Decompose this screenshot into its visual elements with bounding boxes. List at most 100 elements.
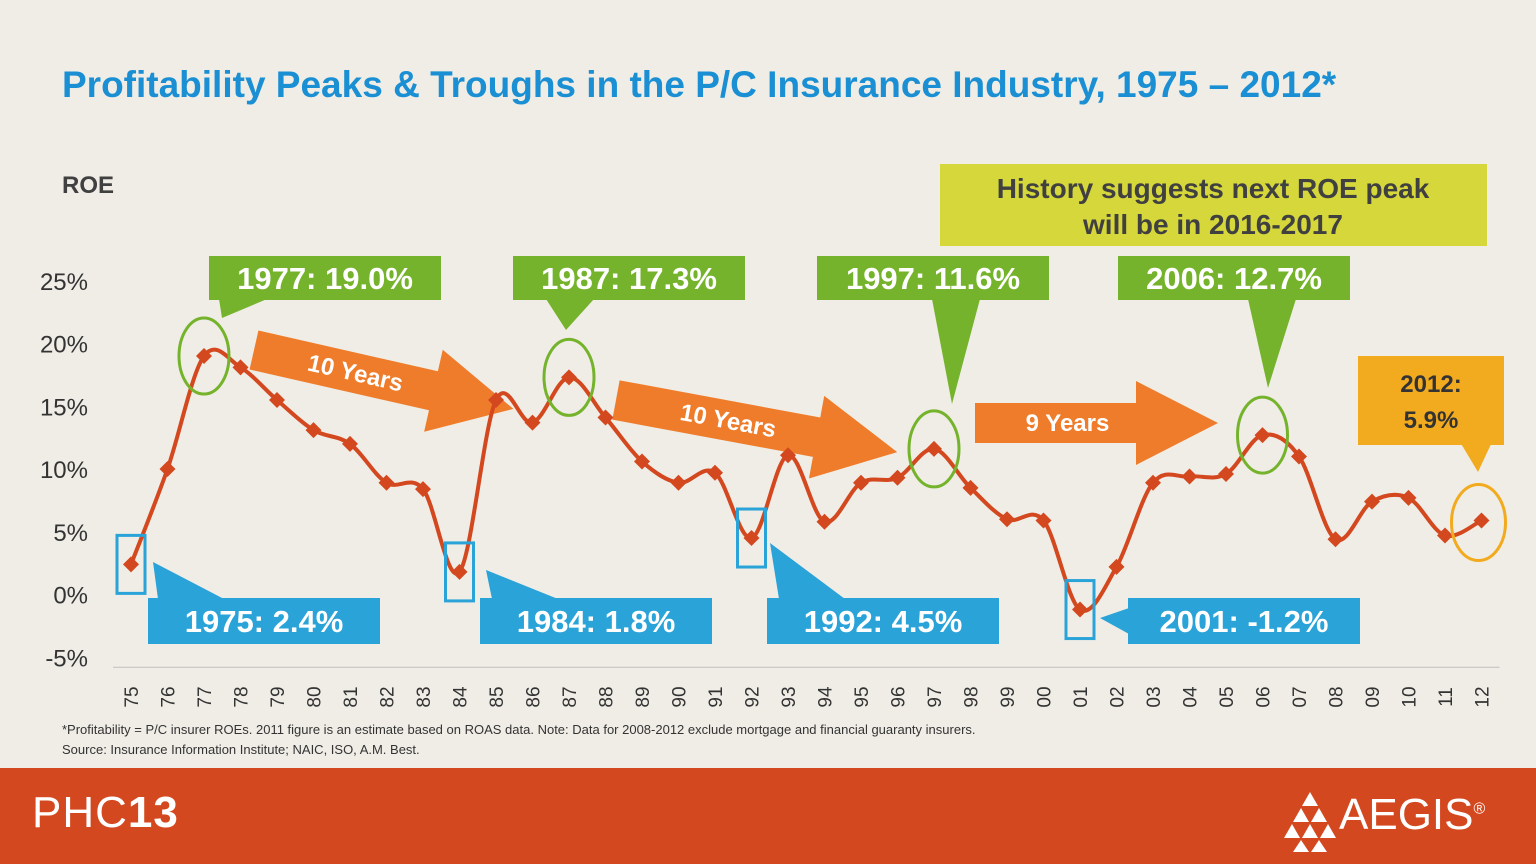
peak-callout-pointer [1248,299,1296,388]
peak-callout: 1977: 19.0% [209,256,441,318]
x-tick-label: 80 [305,686,326,707]
aegis-mark-icon [1284,792,1336,852]
data-point-03 [1145,474,1161,491]
peak-callout-label: 1997: 11.6% [846,261,1020,296]
y-tick-label: 10% [40,457,88,484]
x-tick-label: 00 [1035,686,1056,707]
x-tick-label: 83 [414,686,435,707]
interval-arrows: 10 Years 10 Years 9 Years [249,330,1218,479]
latest-callout-line-1: 2012: [1400,371,1461,398]
data-point-98 [962,479,979,496]
peak-circle [907,409,961,489]
x-tick-label: 91 [706,686,727,707]
trough-callout: 1984: 1.8% [480,570,712,644]
registered-mark: ® [1473,800,1486,818]
trough-callout-label: 1984: 1.8% [517,604,676,639]
interval-label: 9 Years [1026,410,1110,437]
data-point-05 [1218,466,1234,483]
data-point-83 [415,481,431,498]
trough-callout: 1975: 2.4% [148,562,380,644]
trough-box [444,541,475,603]
x-tick-label: 93 [779,686,800,707]
source-line: Source: Insurance Information Institute;… [62,742,420,757]
trough-callout-box [767,598,999,644]
data-point-85 [488,391,504,408]
x-tick-label: 05 [1217,686,1238,707]
x-tick-label: 08 [1327,686,1348,707]
slide-title: Profitability Peaks & Troughs in the P/C… [62,64,1337,105]
brand-light-text: PHC [32,788,128,837]
forecast-callout: History suggests next ROE peak will be in… [940,164,1487,246]
peak-callout-box [817,256,1049,300]
brand-logo: PHC13 [32,788,179,838]
forecast-line-1: History suggests next ROE peak [997,173,1430,204]
data-point-78 [232,359,249,376]
data-point-02 [1108,558,1125,575]
forecast-box [940,164,1487,246]
trough-callout-label: 2001: -1.2% [1160,604,1329,639]
footer-bar: PHC13 AEGIS® [0,768,1536,864]
x-tick-label: 85 [487,686,508,707]
peak-callout: 1997: 11.6% [817,256,1049,404]
trough-box [736,507,767,569]
interval-arrow: 10 Years [249,330,514,432]
data-point-92 [743,530,760,547]
arrow-shape [249,330,514,432]
arrow-shape [975,381,1218,465]
peak-circle [177,316,231,396]
latest-circle [1450,482,1507,562]
data-point-87 [561,369,577,386]
x-tick-label: 10 [1400,686,1421,707]
trough-callout-pointer [153,562,224,599]
data-point-96 [889,469,906,486]
data-point-77 [196,348,212,365]
x-tick-label: 98 [962,686,983,707]
data-point-06 [1254,427,1271,444]
footnote: *Profitability = P/C insurer ROEs. 2011 … [62,720,976,760]
x-tick-label: 06 [1254,686,1275,707]
data-point-86 [524,414,541,431]
x-tick-label: 87 [560,686,581,707]
peak-callout-box [209,256,441,300]
trough-box [1064,579,1096,641]
y-tick-label: 15% [40,394,88,421]
data-point-84 [451,563,468,580]
interval-arrow: 10 Years [612,380,898,479]
arrow-shape [612,380,898,479]
data-point-88 [597,409,614,426]
x-tick-label: 76 [159,686,180,707]
data-point-11 [1437,527,1453,544]
trough-callout: 2001: -1.2% [1100,598,1360,644]
data-point-75 [123,556,139,573]
data-point-04 [1181,468,1198,485]
data-point-07 [1291,448,1307,465]
latest-callout-line-2: 5.9% [1404,407,1459,434]
data-point-10 [1400,489,1417,506]
highlight-shapes [115,316,1507,641]
x-tick-label: 95 [852,686,873,707]
data-point-12 [1473,512,1490,529]
x-tick-label: 78 [232,686,253,707]
x-tick-label: 88 [597,686,618,707]
data-point-94 [816,513,833,530]
peak-callout: 1987: 17.3% [513,256,745,330]
x-tick-label: 04 [1181,686,1202,708]
forecast-line-2: will be in 2016-2017 [1082,209,1343,240]
x-tick-label: 02 [1108,686,1129,707]
x-tick-label: 07 [1290,686,1311,707]
latest-callout: 2012: 5.9% [1358,356,1504,472]
data-point-97 [926,440,942,457]
x-tick-label: 92 [743,686,764,707]
data-point-79 [269,391,285,408]
data-point-95 [853,474,869,491]
y-tick-label: 25% [40,269,88,296]
peak-callout-pointer [932,299,980,404]
x-tick-label: 96 [889,686,910,707]
latest-callout-pointer [1460,442,1492,472]
callouts: 1977: 19.0% 1987: 17.3% 1997: 11.6% 2006: 1… [148,164,1504,644]
x-tick-label: 94 [816,686,837,708]
trough-box [115,533,147,595]
aegis-logo: AEGIS® [1283,788,1523,854]
x-tick-label: 11 [1436,687,1457,707]
data-point-82 [378,474,395,491]
